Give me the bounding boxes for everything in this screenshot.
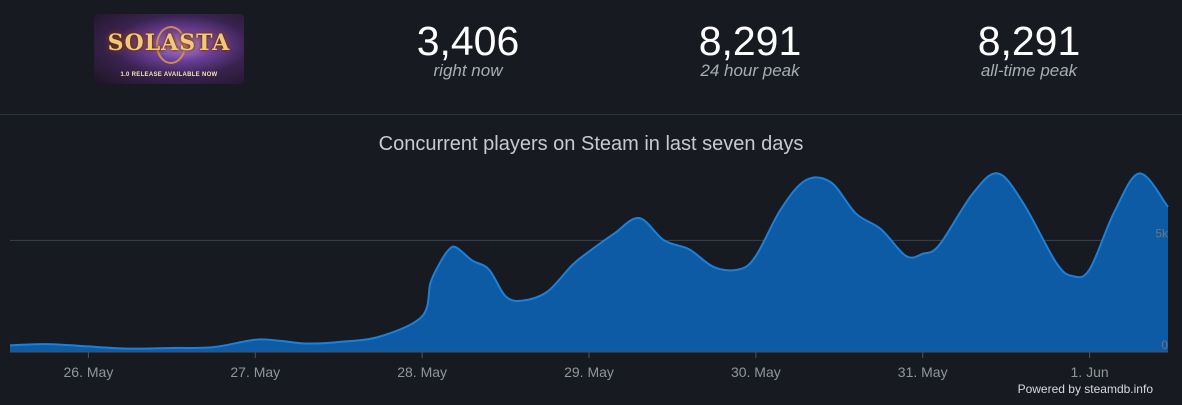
- logo-subtitle: 1.0 RELEASE AVAILABLE NOW: [120, 72, 218, 78]
- header-divider: [0, 114, 1182, 115]
- stats-header: SOLASTA 1.0 RELEASE AVAILABLE NOW 3,406 …: [0, 0, 1182, 114]
- stat-label: 24 hour peak: [700, 61, 800, 80]
- x-tick-label: 1. Jun: [1071, 364, 1109, 380]
- stat-value: 3,406: [416, 18, 520, 64]
- y-tick-label: 0: [1161, 338, 1168, 352]
- x-tick-label: 31. May: [898, 364, 948, 380]
- stat-label: all-time peak: [980, 61, 1078, 80]
- series-line-0: [9, 172, 1169, 350]
- stat-24-hour-peak: 8,291 24 hour peak: [635, 20, 865, 80]
- x-tick-label: 27. May: [230, 364, 280, 380]
- logo-ring-decoration: [156, 26, 186, 64]
- stat-value: 8,291: [698, 18, 802, 64]
- game-logo[interactable]: SOLASTA 1.0 RELEASE AVAILABLE NOW: [94, 14, 244, 84]
- x-tick-label: 26. May: [64, 364, 114, 380]
- x-tick-label: 28. May: [397, 364, 447, 380]
- stat-value: 8,291: [977, 18, 1081, 64]
- logo-title: SOLASTA: [107, 30, 231, 56]
- y-tick-label: 5k: [1155, 226, 1169, 240]
- x-tick-label: 29. May: [564, 364, 614, 380]
- x-tick-label: 30. May: [731, 364, 781, 380]
- powered-by-link[interactable]: Powered by steamdb.info: [1017, 382, 1153, 396]
- stat-label: right now: [433, 61, 503, 80]
- series-area-0: [10, 173, 1168, 352]
- chart-title: Concurrent players on Steam in last seve…: [378, 133, 804, 155]
- stat-all-time-peak: 8,291 all-time peak: [914, 20, 1144, 80]
- stat-right-now: 3,406 right now: [353, 20, 583, 80]
